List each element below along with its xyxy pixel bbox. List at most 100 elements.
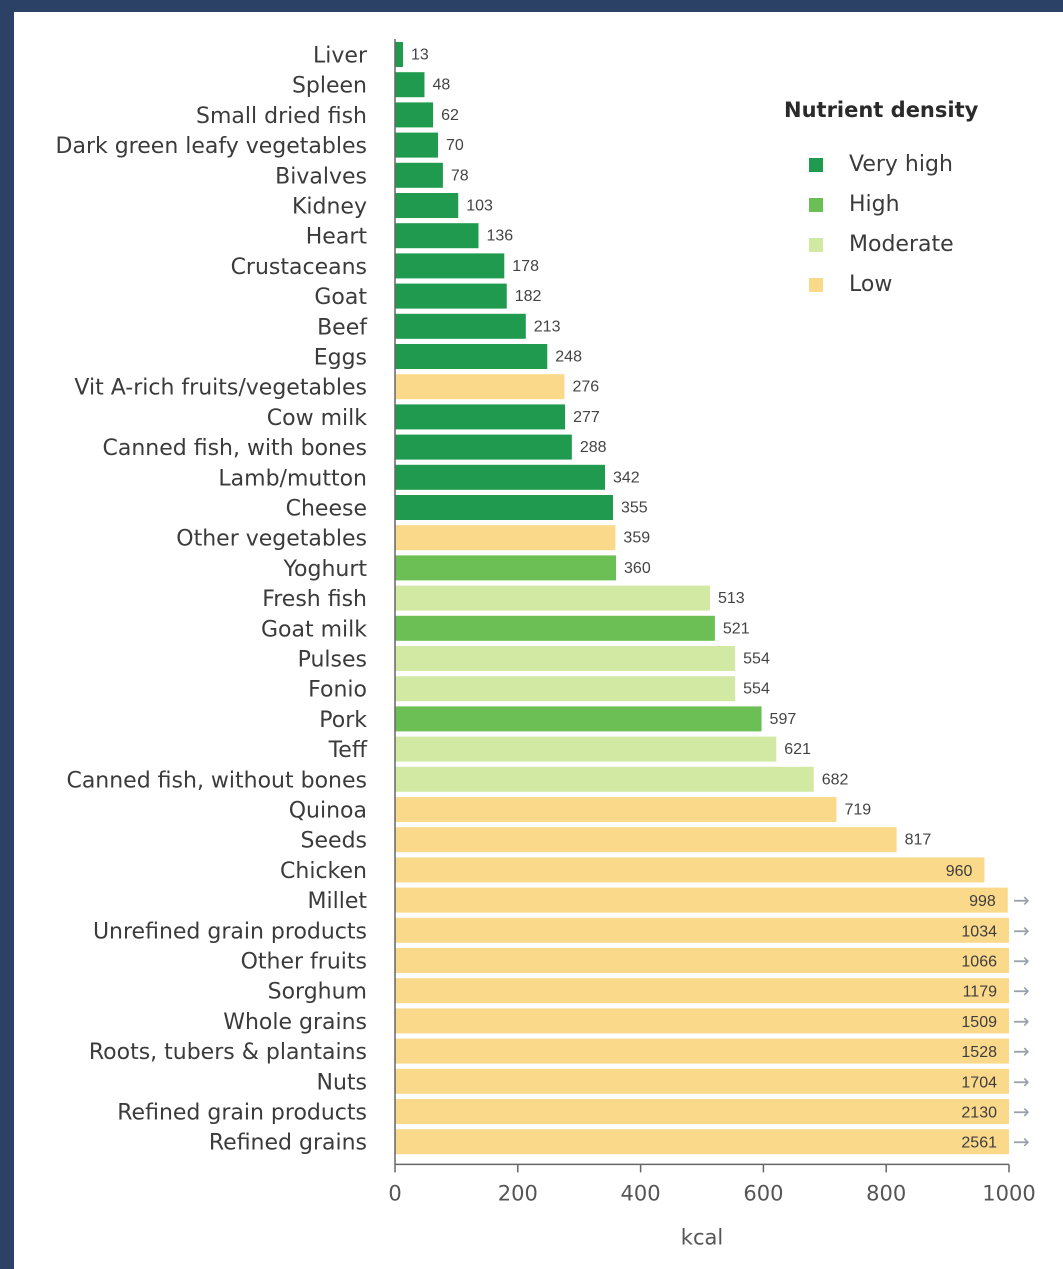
category-label: Kidney xyxy=(292,195,367,220)
value-label: 13 xyxy=(411,47,429,64)
value-label: 103 xyxy=(466,198,493,215)
overflow-arrow-icon: → xyxy=(1013,888,1030,912)
category-label: Roots, tubers & plantains xyxy=(89,1040,367,1065)
bar-row: Millet 998 → xyxy=(308,887,1030,914)
bar xyxy=(395,797,837,822)
bar xyxy=(395,102,434,128)
category-label: Beef xyxy=(317,315,368,340)
bar-row: Pulses 554 xyxy=(298,646,770,673)
bar-row: Lamb/mutton 342 xyxy=(218,464,640,491)
value-label: 213 xyxy=(534,318,561,335)
category-label: Cheese xyxy=(286,497,367,522)
bar xyxy=(395,555,617,581)
bar xyxy=(395,253,505,279)
category-label: Eggs xyxy=(314,346,367,371)
bar xyxy=(395,464,605,490)
bar xyxy=(395,706,762,732)
legend-item: Low xyxy=(809,272,892,297)
bar-row: Beef 213 xyxy=(317,313,561,340)
bar xyxy=(395,948,1009,973)
value-label: 1179 xyxy=(963,984,998,1001)
bar xyxy=(395,766,814,792)
bar-row: Heart 136 xyxy=(306,223,514,250)
value-label: 182 xyxy=(515,288,542,305)
value-label: 817 xyxy=(905,832,932,849)
x-tick-label: 600 xyxy=(743,1181,783,1205)
value-label: 48 xyxy=(432,77,450,94)
overflow-arrow-icon: → xyxy=(1013,1039,1030,1063)
bar xyxy=(395,1068,1009,1094)
category-label: Chicken xyxy=(280,859,367,884)
bar xyxy=(395,42,403,67)
legend-label: Very high xyxy=(849,152,953,177)
value-label: 2130 xyxy=(961,1105,997,1122)
x-axis-title: kcal xyxy=(681,1225,723,1249)
legend-item: High xyxy=(809,192,900,217)
value-label: 1528 xyxy=(961,1044,997,1061)
bar-row: Liver 13 xyxy=(313,42,429,69)
bar-row: Fresh fish 513 xyxy=(262,585,745,612)
category-label: Yoghurt xyxy=(283,557,368,582)
bar-row: Other vegetables 359 xyxy=(176,525,650,552)
bar xyxy=(395,827,897,853)
bar xyxy=(395,615,715,641)
bar-row: Small dried fish 62 xyxy=(196,102,459,129)
category-label: Other fruits xyxy=(241,950,367,975)
bar-row: Unrefined grain products 1034 → xyxy=(93,917,1030,944)
bar xyxy=(395,917,1009,943)
value-label: 178 xyxy=(512,258,539,275)
category-label: Goat xyxy=(314,285,367,310)
category-label: Heart xyxy=(306,225,368,250)
category-label: Sorghum xyxy=(268,980,367,1005)
category-label: Small dried fish xyxy=(196,104,367,129)
bar xyxy=(395,132,438,158)
value-label: 360 xyxy=(624,560,651,577)
chart-frame: Liver 13 Spleen 48 Small dried fish 62 Dark gr… xyxy=(14,12,1063,1269)
bar xyxy=(395,374,565,400)
category-label: Quinoa xyxy=(289,799,367,824)
bar-row: Dark green leafy vegetables 70 xyxy=(56,132,464,159)
bar xyxy=(395,193,459,218)
x-tick-label: 1000 xyxy=(982,1181,1035,1205)
legend-swatch xyxy=(809,278,823,292)
bar-row: Bivalves 78 xyxy=(275,162,469,189)
value-label: 1034 xyxy=(961,923,997,940)
bar-row: Eggs 248 xyxy=(314,344,582,371)
category-label: Goat milk xyxy=(261,617,367,642)
bar xyxy=(395,1099,1009,1124)
category-label: Cow milk xyxy=(267,406,367,431)
value-label: 248 xyxy=(555,349,582,366)
category-label: Canned fish, without bones xyxy=(66,768,367,793)
value-label: 359 xyxy=(623,530,650,547)
legend-swatch xyxy=(809,158,823,172)
bar xyxy=(395,283,507,309)
bar-row: Whole grains 1509 → xyxy=(223,1008,1030,1035)
bar xyxy=(395,162,443,188)
overflow-arrow-icon: → xyxy=(1013,1069,1030,1093)
bar xyxy=(395,585,710,611)
bar xyxy=(395,223,479,249)
bar xyxy=(395,1129,1009,1155)
bar-row: Sorghum 1179 → xyxy=(268,978,1030,1005)
value-label: 136 xyxy=(487,228,514,245)
legend-swatch xyxy=(809,198,823,212)
bar-chart: Liver 13 Spleen 48 Small dried fish 62 Dark gr… xyxy=(56,39,1036,1249)
bar-row: Refined grain products 2130 → xyxy=(117,1099,1030,1126)
bar-row: Goat milk 521 xyxy=(261,615,750,642)
bar xyxy=(395,434,572,460)
value-label: 342 xyxy=(613,469,640,486)
bar-row: Roots, tubers & plantains 1528 → xyxy=(89,1038,1030,1065)
overflow-arrow-icon: → xyxy=(1013,1009,1030,1033)
value-label: 2561 xyxy=(961,1135,997,1152)
bars-layer: Liver 13 Spleen 48 Small dried fish 62 Dark gr… xyxy=(56,42,1030,1156)
bar xyxy=(395,978,1009,1004)
bar-row: Chicken 960 xyxy=(280,857,985,884)
category-label: Millet xyxy=(308,889,368,914)
value-label: 1066 xyxy=(961,954,997,971)
bar-row: Vit A-rich fruits/vegetables 276 xyxy=(74,374,599,401)
value-label: 597 xyxy=(770,711,797,728)
category-label: Crustaceans xyxy=(231,255,367,280)
legend: Nutrient density Very high High Moderate Low xyxy=(784,98,979,297)
category-label: Whole grains xyxy=(223,1010,367,1035)
value-label: 960 xyxy=(946,863,973,880)
